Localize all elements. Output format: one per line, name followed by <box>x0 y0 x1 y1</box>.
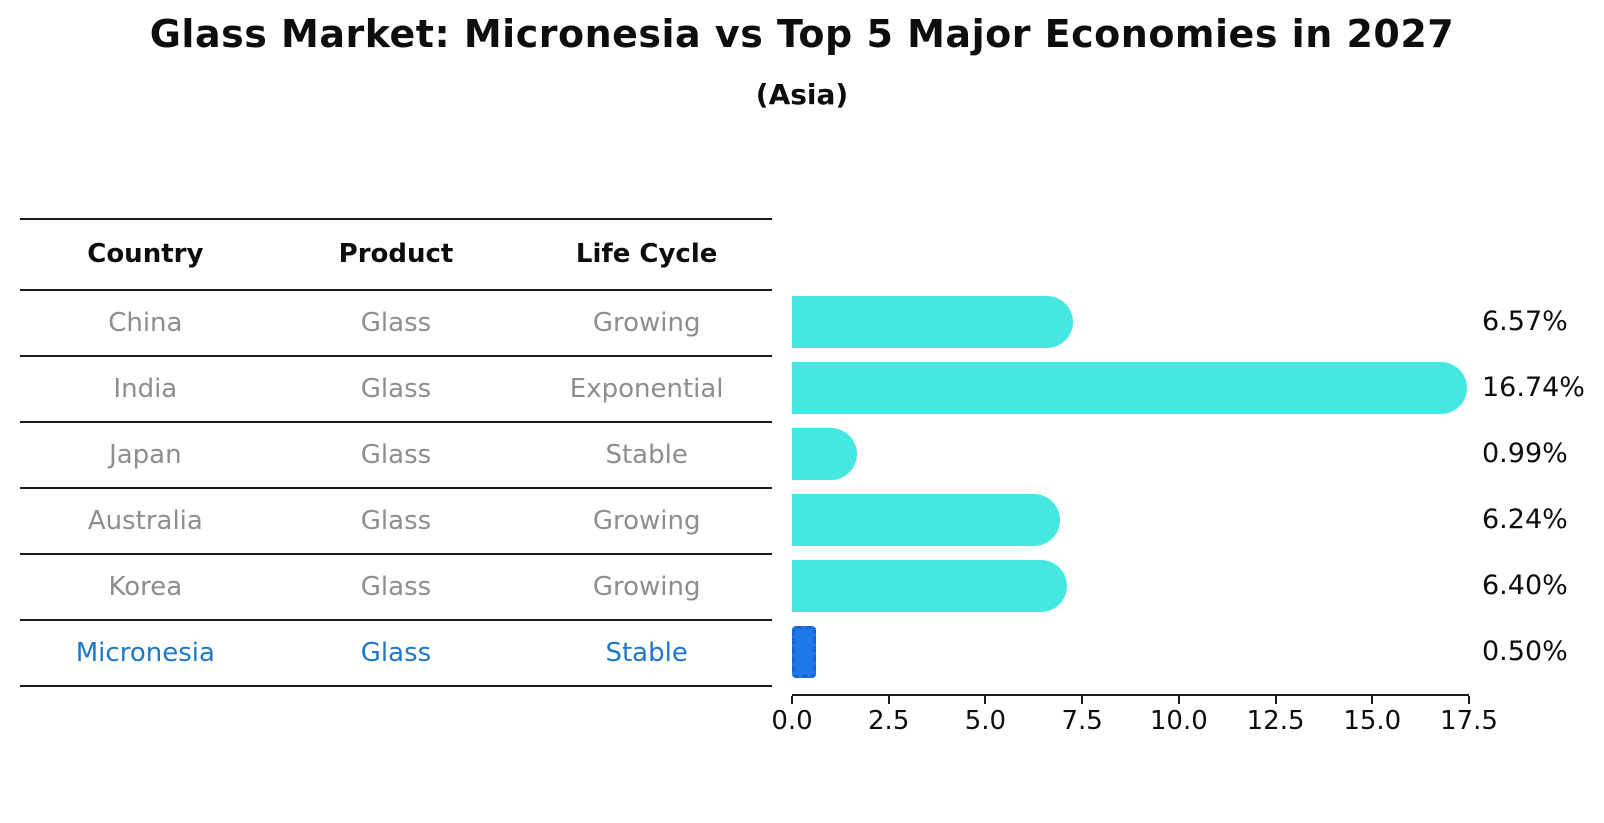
x-axis-tick <box>984 696 987 704</box>
value-label: 6.24% <box>1482 504 1568 535</box>
value-label: 6.57% <box>1482 306 1568 337</box>
cell-country: China <box>108 308 183 338</box>
bar-japan <box>792 428 857 480</box>
x-axis-tick-label: 0.0 <box>771 706 813 736</box>
table-row: Japan Glass Stable <box>20 423 772 489</box>
x-axis-tick <box>1274 696 1277 704</box>
x-axis-tick-label: 2.5 <box>868 706 910 736</box>
x-axis-tick-label: 5.0 <box>964 706 1007 736</box>
x-axis-tick <box>1371 696 1374 704</box>
cell-life_cycle: Exponential <box>569 374 724 404</box>
page-title: Glass Market: Micronesia vs Top 5 Major … <box>149 12 1455 56</box>
x-axis-tick-label: 15.0 <box>1343 706 1402 736</box>
value-label: 0.50% <box>1482 636 1568 667</box>
cell-product: Glass <box>360 374 432 404</box>
x-axis-tick-label: 12.5 <box>1246 706 1305 736</box>
column-header-product: Product <box>338 239 454 269</box>
x-axis-tick-label: 17.5 <box>1440 706 1498 736</box>
table-row: Australia Glass Growing <box>20 489 772 555</box>
value-label: 6.40% <box>1482 570 1568 601</box>
column-header-lifecycle: Life Cycle <box>575 239 718 269</box>
cell-country: Japan <box>109 440 182 470</box>
bar-micronesia <box>792 626 816 678</box>
cell-life_cycle: Growing <box>592 506 701 536</box>
cell-life_cycle: Stable <box>605 638 688 668</box>
cell-country: Korea <box>108 572 183 602</box>
cell-product: Glass <box>360 638 432 668</box>
x-axis-line <box>792 694 1469 696</box>
x-axis-tick <box>1177 696 1180 704</box>
table-row: India Glass Exponential <box>20 357 772 423</box>
bar-china <box>792 296 1073 348</box>
page-subtitle: (Asia) <box>755 78 849 111</box>
x-axis-tick <box>887 696 890 704</box>
bar-australia <box>792 494 1060 546</box>
cell-life_cycle: Stable <box>605 440 688 470</box>
value-label: 16.74% <box>1482 372 1585 403</box>
cell-country: India <box>113 374 178 404</box>
table-row: Micronesia Glass Stable <box>20 621 772 687</box>
x-axis-tick <box>1468 696 1470 704</box>
country-table: Country Product Life Cycle China Glass Gro… <box>20 218 772 687</box>
cell-life_cycle: Growing <box>592 308 701 338</box>
table-header-row: Country Product Life Cycle <box>20 220 772 291</box>
table-row: China Glass Growing <box>20 291 772 357</box>
cell-product: Glass <box>360 308 432 338</box>
x-axis-tick-label: 10.0 <box>1149 706 1208 736</box>
x-axis-tick <box>791 696 793 704</box>
cell-country: Australia <box>87 506 203 536</box>
x-axis-tick <box>1081 696 1084 704</box>
table-row: Korea Glass Growing <box>20 555 772 621</box>
column-header-country: Country <box>87 239 204 269</box>
bar-india <box>792 362 1467 414</box>
cell-product: Glass <box>360 440 432 470</box>
x-axis-tick-label: 7.5 <box>1061 706 1103 736</box>
cell-product: Glass <box>360 506 432 536</box>
cell-life_cycle: Growing <box>592 572 701 602</box>
value-label: 0.99% <box>1482 438 1568 469</box>
cell-country: Micronesia <box>75 638 215 668</box>
cell-product: Glass <box>360 572 432 602</box>
bar-korea <box>792 560 1067 612</box>
table-body: China Glass Growing India Glass Exponential Ja… <box>20 291 772 687</box>
